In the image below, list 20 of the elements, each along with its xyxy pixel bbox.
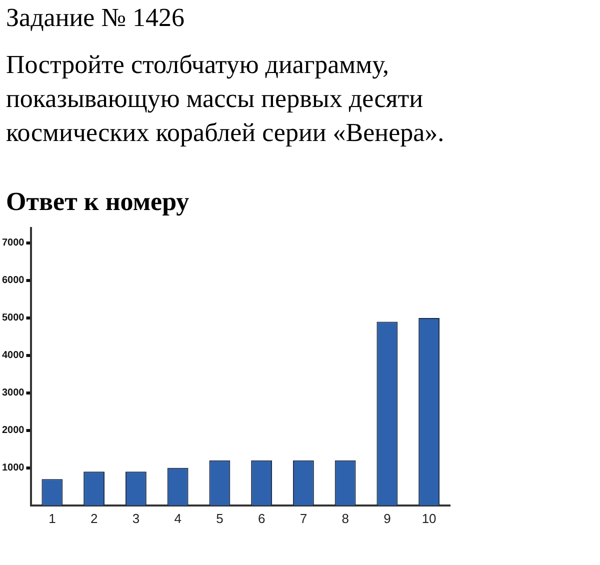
x-tick-label: 1: [48, 510, 56, 526]
text: Ответ к номеру: [5, 186, 190, 218]
x-tick-label: 8: [342, 510, 349, 526]
y-tick-label: 2000: [2, 425, 25, 436]
y-tick-label: 7000: [2, 238, 25, 249]
chart-subtitle: Постройте столбчатую диаграмму, показывающую массы первых десяти космических кораблей серии «Венера».: [5, 49, 446, 149]
x-tick-label: 3: [132, 510, 140, 526]
x-tick-label: 5: [216, 510, 224, 526]
y-tick-label: 5000: [2, 312, 25, 324]
y-tick-label: 4000: [2, 350, 25, 362]
x-tick-label: 2: [90, 510, 98, 526]
y-tick-label: 1000: [2, 462, 25, 474]
y-tick-label: 6000: [2, 275, 25, 286]
x-tick-label: 6: [258, 510, 266, 526]
x-tick-label: 7: [300, 510, 308, 526]
x-tick-label: 4: [174, 510, 182, 526]
chart-title: Задание № 1426: [5, 2, 186, 34]
x-tick-label: 10: [422, 510, 436, 526]
y-tick-label: 3000: [2, 388, 25, 399]
x-tick-label: 9: [384, 510, 391, 526]
